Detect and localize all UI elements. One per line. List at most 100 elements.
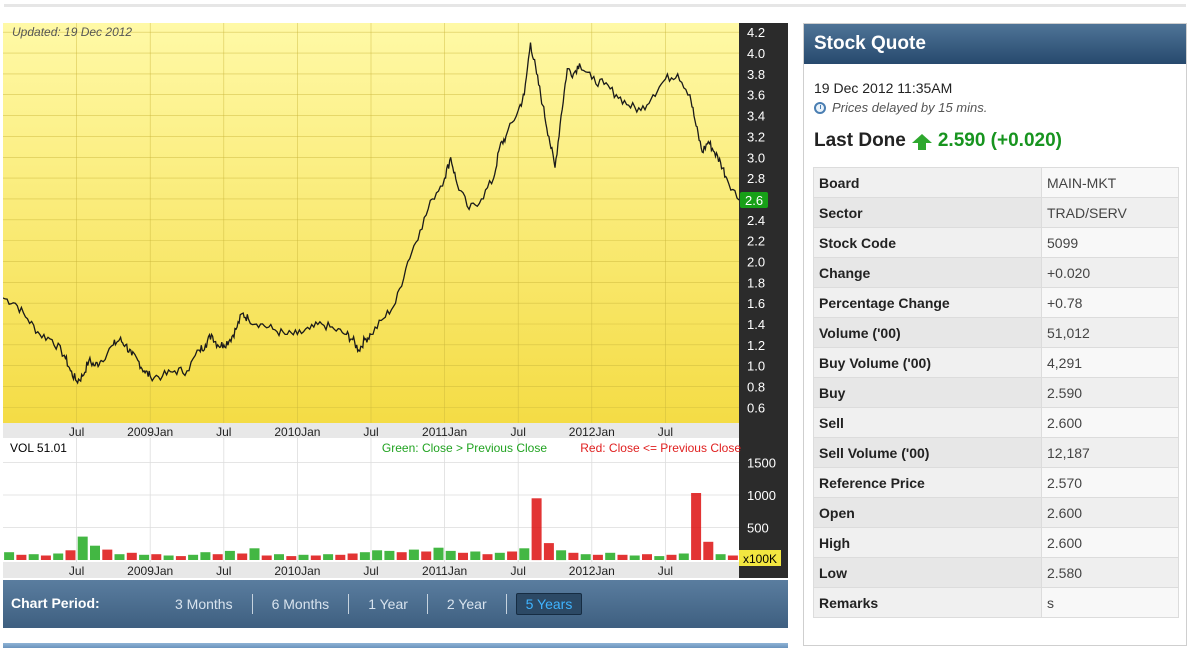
top-divider [4,4,1186,7]
period-5-years-button[interactable]: 5 Years [515,593,583,615]
updated-label: Updated: 19 Dec 2012 [12,25,132,39]
volume-bar [175,556,186,560]
price-x-tick-label: Jul [216,425,231,438]
period-6-months-button[interactable]: 6 Months [271,596,330,612]
row-label: Sell Volume ('00) [813,437,1042,468]
chart-period-options: 3 Months 6 Months 1 Year 2 Year 5 Years [165,593,583,615]
legend-red: Red: Close <= Previous Close [580,441,741,455]
row-label: Reference Price [813,467,1042,498]
price-y-tick-label: 2.2 [747,234,765,249]
volume-bar [274,554,284,560]
volume-bar [470,551,481,560]
table-row: High 2.600 [813,527,1179,558]
volume-bar [53,553,64,560]
volume-bar [384,550,395,560]
volume-bar [126,552,137,560]
volume-bar [28,554,39,560]
price-x-tick-label: 2009Jan [127,425,173,438]
volume-bar [310,555,321,560]
volume-bar [298,554,309,560]
table-row: Sell 2.600 [813,407,1179,438]
volume-x-tick-label: Jul [658,564,673,578]
volume-bar [605,552,616,560]
volume-bar [666,554,677,560]
quote-datetime: 19 Dec 2012 11:35AM [814,80,953,96]
row-label: Change [813,257,1042,288]
price-y-tick-label: 2.8 [747,171,765,186]
volume-bar [617,554,628,560]
row-value: MAIN-MKT [1041,167,1179,198]
legend-green: Green: Close > Previous Close [382,441,547,455]
volume-bar [90,545,100,560]
volume-bar [372,550,383,561]
period-separator [426,594,428,614]
volume-bar [556,550,567,561]
row-label: Stock Code [813,227,1042,258]
price-y-tick-label: 3.8 [747,67,765,82]
row-label: Sell [813,407,1042,438]
price-y-tick-label: 0.6 [747,400,765,415]
row-label: Board [813,167,1042,198]
volume-bar [188,554,199,560]
row-label: Remarks [813,587,1042,618]
volume-x-tick-label: 2011Jan [422,564,467,578]
price-gridlines [3,23,739,423]
volume-bar [65,550,76,561]
volume-bar [224,550,235,560]
row-label: Low [813,557,1042,588]
row-value: 12,187 [1041,437,1179,468]
period-1-year-button[interactable]: 1 Year [368,596,408,612]
delay-note: Prices delayed by 15 mins. [814,100,987,115]
volume-bar [654,556,665,560]
volume-y-ticks: 1500 1000 500 [747,456,776,536]
volume-y-tick-label: 1000 [747,488,776,503]
volume-bar [531,498,542,561]
volume-bar [4,552,15,560]
volume-bar [102,549,113,560]
table-row: Percentage Change +0.78 [813,287,1179,318]
row-value: 5099 [1041,227,1179,258]
price-y-tick-label: 4.2 [747,25,765,40]
table-row: Volume ('00) 51,012 [813,317,1179,348]
row-value: 2.570 [1041,467,1179,498]
price-y-tick-label: 1.0 [747,359,765,374]
volume-bar [703,541,714,560]
row-label: Percentage Change [813,287,1042,318]
volume-bar [347,553,358,560]
volume-x-tick-label: 2009Jan [127,564,173,578]
table-row: Stock Code 5099 [813,227,1179,258]
row-value: +0.020 [1041,257,1179,288]
chart-period-title: Chart Period: [11,595,100,611]
volume-x-tick-label: 2012Jan [569,564,615,578]
period-separator [348,594,350,614]
last-done: Last Done 2.590 (+0.020) [814,130,1062,152]
volume-xaxis-band [3,562,739,578]
stock-quote-panel: Stock Quote 19 Dec 2012 11:35AM Prices d… [803,23,1187,646]
row-value: 51,012 [1041,317,1179,348]
table-row: Remarks s [813,587,1179,618]
table-row: Buy 2.590 [813,377,1179,408]
table-row: Reference Price 2.570 [813,467,1179,498]
period-3-months-button[interactable]: 3 Months [175,596,233,612]
period-2-year-button[interactable]: 2 Year [446,596,487,612]
table-row: Buy Volume ('00) 4,291 [813,347,1179,378]
volume-bar [543,543,554,560]
row-value: TRAD/SERV [1041,197,1179,228]
row-label: Open [813,497,1042,528]
quote-table: Board MAIN-MKT Sector TRAD/SERV Stock Code… [813,167,1179,618]
table-row: Board MAIN-MKT [813,167,1179,198]
price-y-tick-label: 1.4 [747,317,765,332]
volume-bar [494,552,505,560]
volume-x-tick-label: Jul [216,564,231,578]
table-row: Sell Volume ('00) 12,187 [813,437,1179,468]
period-separator [505,594,507,614]
volume-x-tick-label: 2010Jan [274,564,320,578]
price-x-tick-label: 2011Jan [422,425,467,438]
price-y-tick-label: 2.4 [747,213,765,228]
volume-bar [482,554,493,560]
price-y-tick-label: 3.6 [747,88,765,103]
volume-chart: 1500 1000 500 Jul 2009Jan Jul 2010Jan Jul 2011J… [3,438,788,578]
row-label: Volume ('00) [813,317,1042,348]
volume-bar [286,556,297,560]
chart-period-bar: Chart Period: 3 Months 6 Months 1 Year 2… [3,580,788,628]
